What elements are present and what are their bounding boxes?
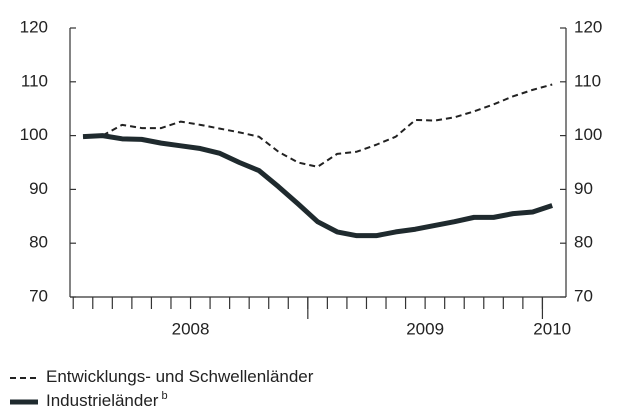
legend-name: Industrieländer xyxy=(46,391,159,410)
legend-superscript: b xyxy=(161,390,167,402)
y-tick-label: 70 xyxy=(29,286,48,305)
y2-tick-label: 100 xyxy=(574,125,602,144)
series-line xyxy=(82,83,553,168)
legend-label: Industrieländer b xyxy=(46,390,168,411)
y2-tick-label: 90 xyxy=(574,179,593,198)
y2-tick-label: 110 xyxy=(574,71,601,90)
y-tick-label: 100 xyxy=(20,125,48,144)
y-tick-label: 80 xyxy=(29,233,48,252)
x-group-label: 2010 xyxy=(533,319,571,338)
y-tick-label: 120 xyxy=(20,17,48,36)
y-tick-label: 110 xyxy=(21,71,48,90)
y2-tick-label: 120 xyxy=(574,17,602,36)
x-group-label: 2008 xyxy=(172,319,210,338)
legend-name: Entwicklungs- und Schwellenländer xyxy=(46,367,314,386)
y-tick-label: 90 xyxy=(29,179,48,198)
series-line xyxy=(82,133,553,239)
legend-label: Entwicklungs- und Schwellenländer xyxy=(46,367,314,386)
y2-tick-label: 70 xyxy=(574,286,593,305)
x-group-label: 2009 xyxy=(406,319,444,338)
y2-tick-label: 80 xyxy=(574,233,593,252)
